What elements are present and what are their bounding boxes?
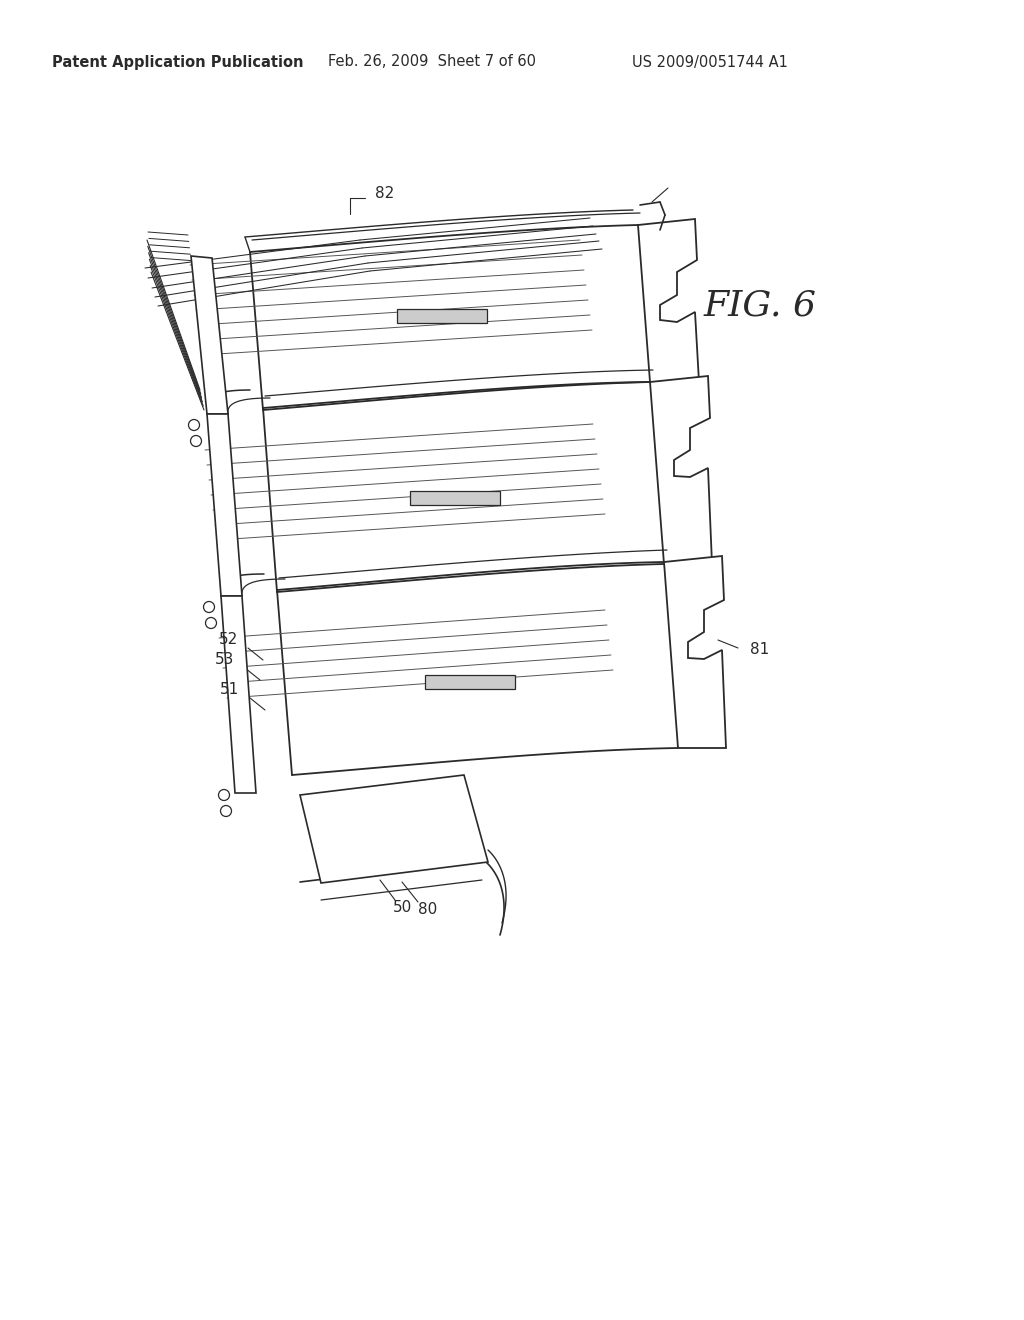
Text: 80: 80: [419, 903, 437, 917]
Circle shape: [190, 436, 202, 446]
Polygon shape: [250, 219, 699, 411]
Text: 51: 51: [220, 682, 239, 697]
Text: 52: 52: [219, 632, 238, 648]
Polygon shape: [397, 309, 487, 323]
Text: Feb. 26, 2009  Sheet 7 of 60: Feb. 26, 2009 Sheet 7 of 60: [328, 54, 536, 70]
Text: 53: 53: [215, 652, 234, 668]
Text: 82: 82: [375, 186, 394, 201]
Circle shape: [220, 805, 231, 817]
Polygon shape: [638, 219, 699, 381]
Circle shape: [188, 420, 200, 430]
Text: US 2009/0051744 A1: US 2009/0051744 A1: [632, 54, 787, 70]
Polygon shape: [278, 556, 726, 775]
Text: FIG. 6: FIG. 6: [703, 288, 816, 322]
Text: Patent Application Publication: Patent Application Publication: [52, 54, 304, 70]
Circle shape: [206, 618, 216, 628]
Polygon shape: [263, 376, 712, 591]
Text: 50: 50: [393, 899, 413, 915]
Polygon shape: [425, 675, 515, 689]
Polygon shape: [221, 597, 256, 793]
Polygon shape: [410, 491, 500, 506]
Polygon shape: [300, 775, 488, 883]
Polygon shape: [207, 414, 242, 597]
Circle shape: [204, 602, 214, 612]
Polygon shape: [191, 256, 228, 414]
Polygon shape: [650, 376, 712, 564]
Circle shape: [218, 789, 229, 800]
Polygon shape: [664, 556, 726, 748]
Text: 81: 81: [750, 643, 769, 657]
